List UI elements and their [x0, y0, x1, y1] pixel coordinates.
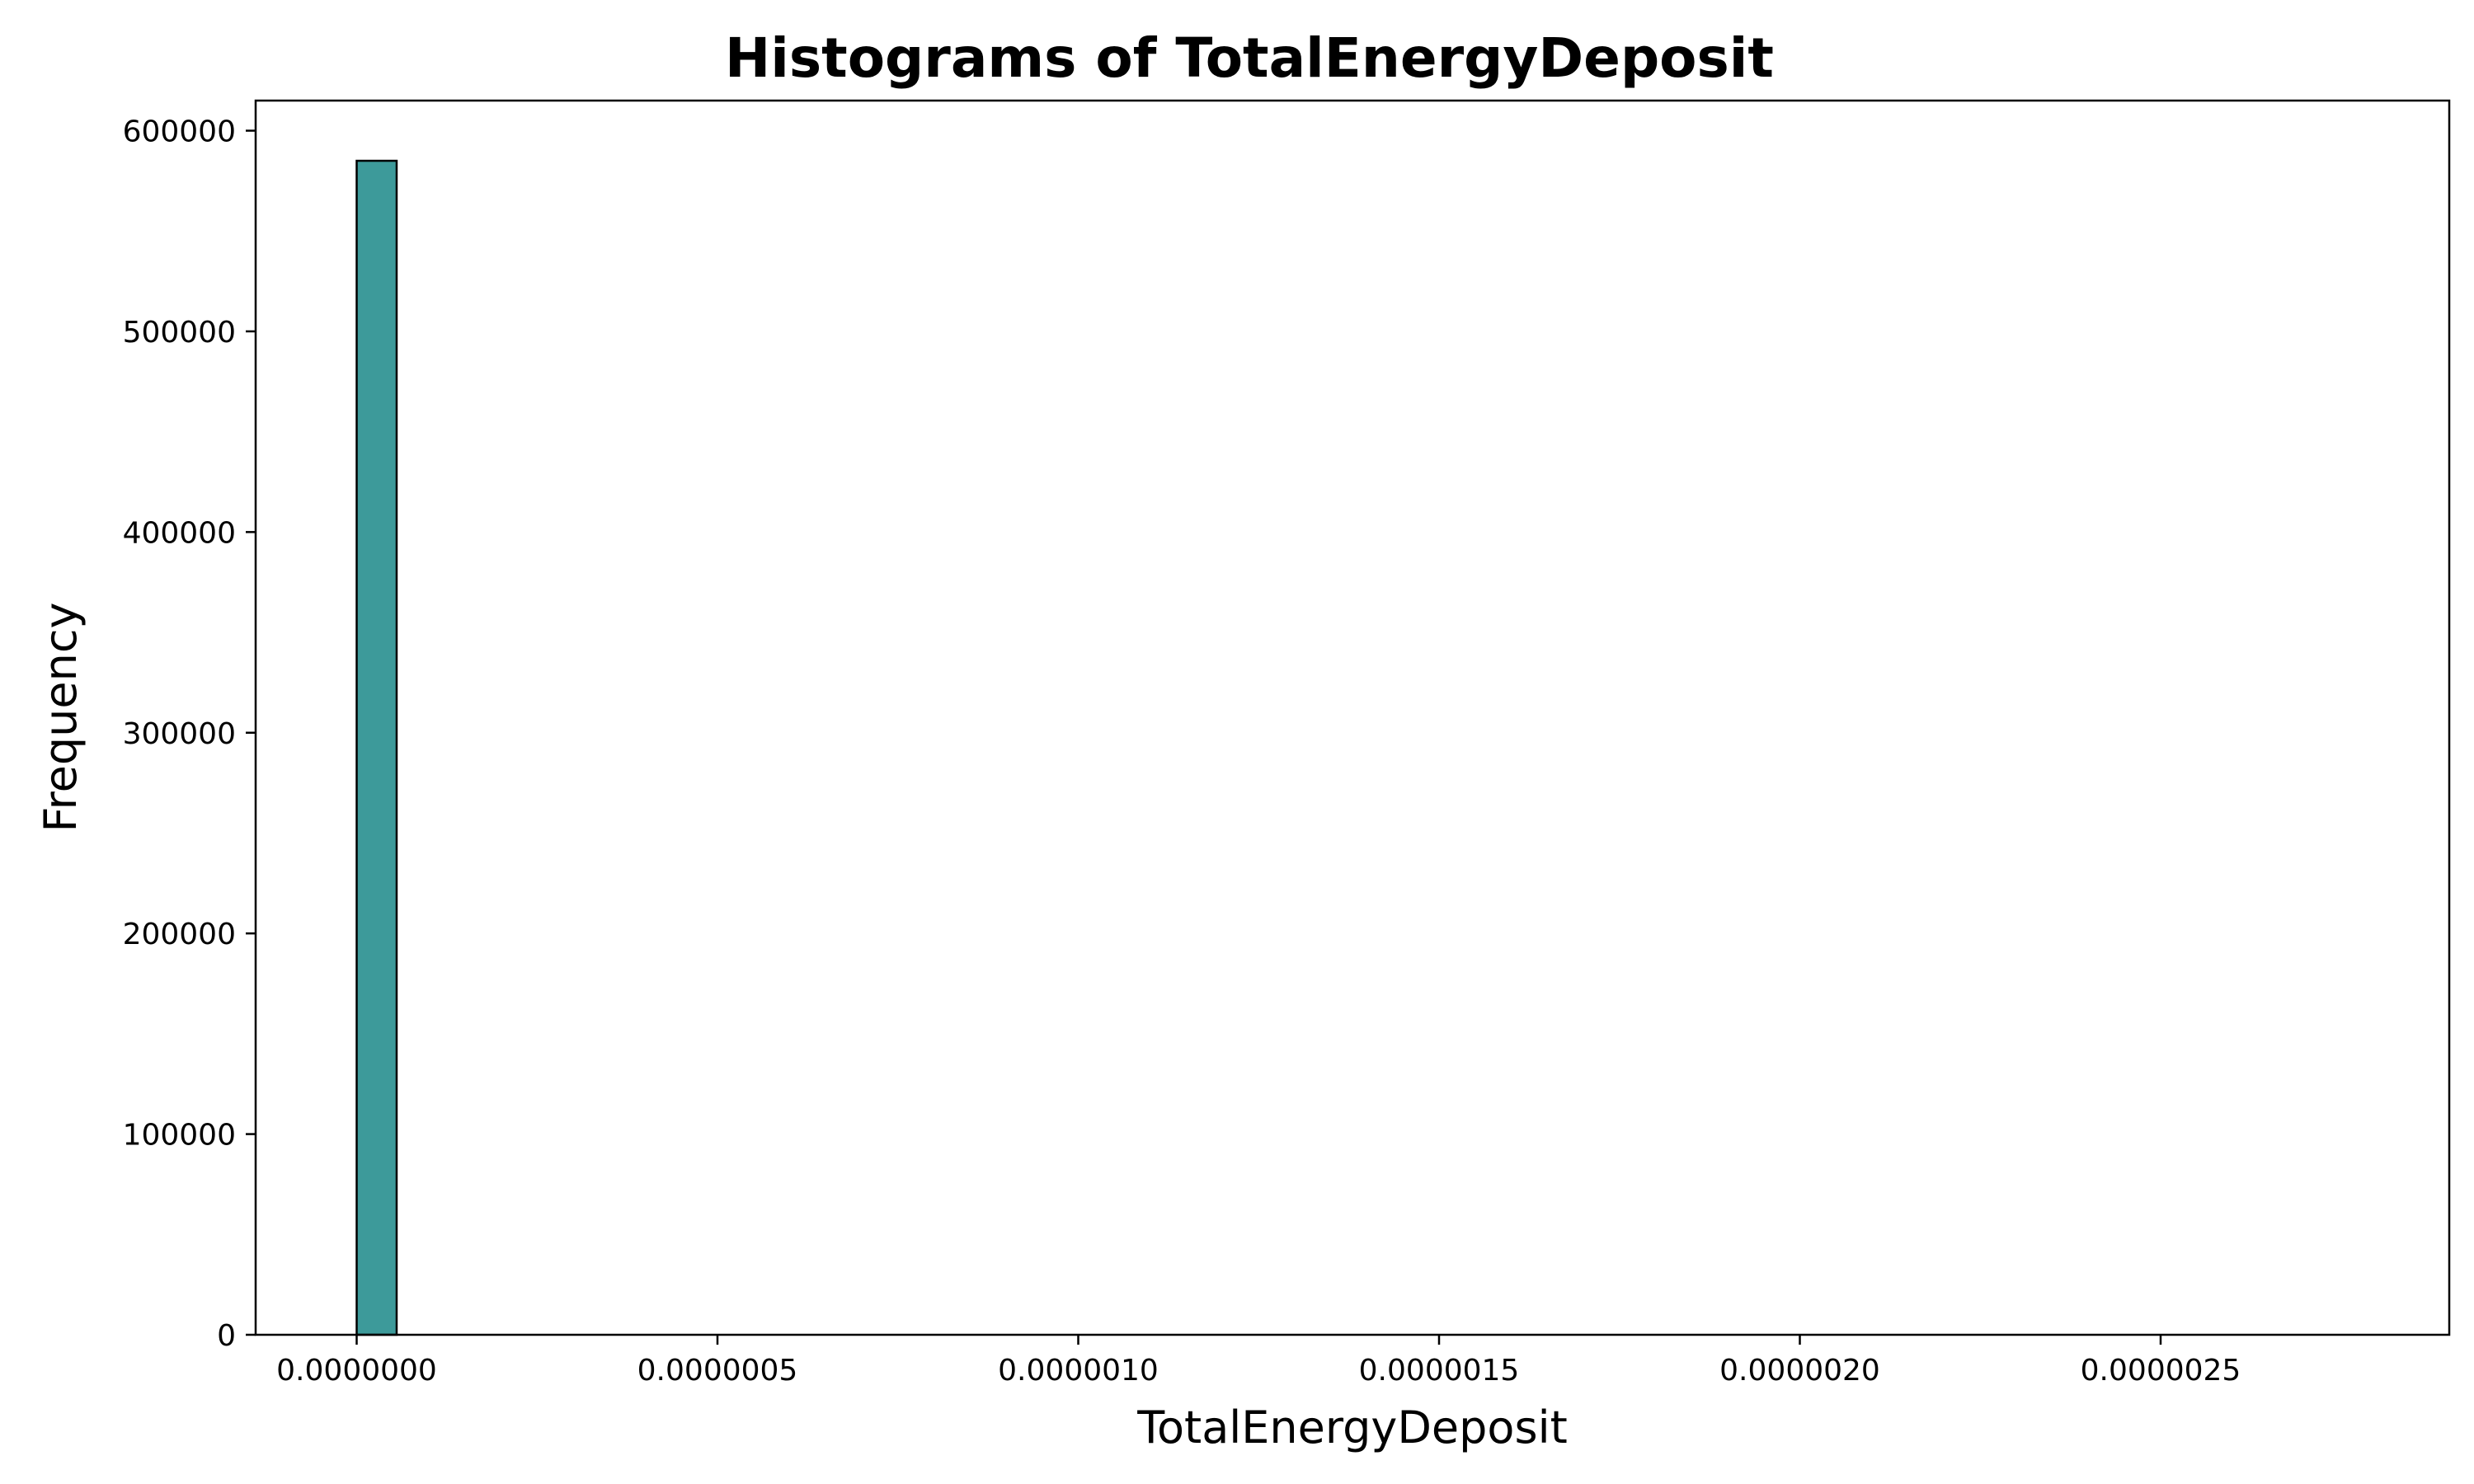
bars-group	[355, 159, 398, 1336]
x-tick-label: 0.0000020	[1719, 1354, 1880, 1388]
x-axis-label: TotalEnergyDeposit	[1136, 1402, 1568, 1453]
x-tick-label: 0.0000015	[1359, 1354, 1520, 1388]
histogram-bar	[355, 159, 398, 1336]
x-tick-label: 0.0000000	[276, 1354, 437, 1388]
y-tick-label: 500000	[123, 316, 236, 350]
y-axis-label: Frequency	[35, 603, 87, 833]
y-tick-label: 300000	[123, 717, 236, 751]
x-tick-label: 0.0000005	[637, 1354, 798, 1388]
y-tick-label: 100000	[123, 1119, 236, 1153]
y-tick-label: 400000	[123, 516, 236, 550]
ticks-group: 0.0000000 0.0000005 0.0000010 0.0000015 0.00…	[123, 115, 2241, 1388]
y-tick-label: 600000	[123, 115, 236, 149]
y-tick-label: 0	[217, 1319, 236, 1353]
y-tick-label: 200000	[123, 918, 236, 951]
plot-frame	[254, 99, 2451, 1336]
chart-title: Histograms of TotalEnergyDeposit	[725, 26, 1774, 90]
x-tick-label: 0.0000025	[2081, 1354, 2241, 1388]
x-tick-label: 0.0000010	[998, 1354, 1159, 1388]
